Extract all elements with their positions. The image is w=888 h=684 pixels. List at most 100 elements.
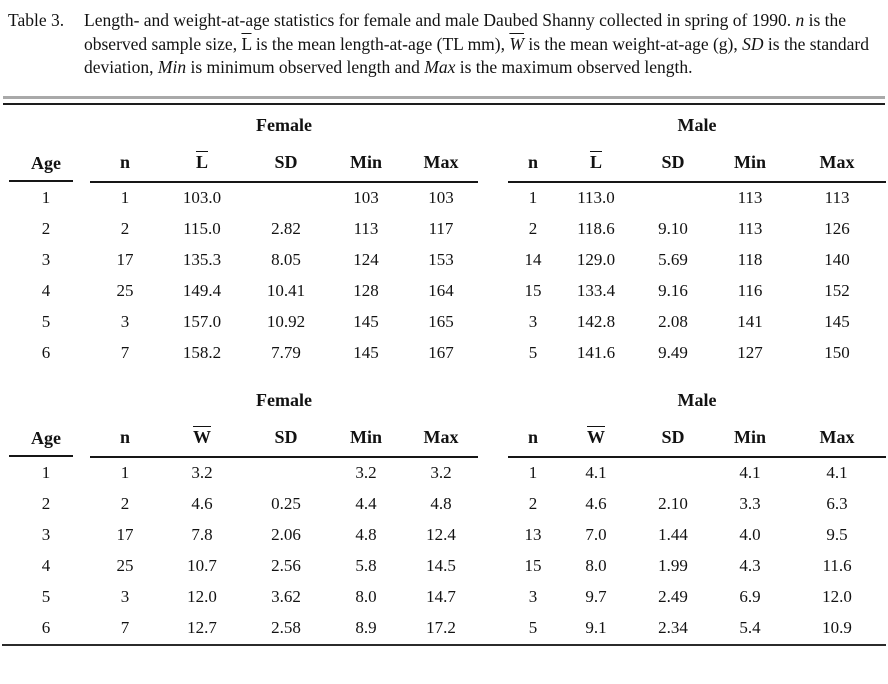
table-cell: 15 bbox=[524, 281, 542, 301]
table-cell bbox=[634, 457, 712, 489]
caption-run-min: Min bbox=[157, 57, 187, 78]
table-cell: 10.9 bbox=[788, 612, 887, 646]
column-header-row: Age n L SD Min Max n L SD Min Max bbox=[2, 144, 887, 183]
table-row: 6 7 158.2 7.79 145 167 5 141.6 9.49 127 … bbox=[2, 338, 886, 369]
table-row: 3 17 7.8 2.06 4.8 12.4 13 7.0 1.44 4.0 9… bbox=[2, 520, 886, 551]
table-cell: 8.0 bbox=[585, 556, 607, 576]
table-cell: 10.7 bbox=[187, 556, 217, 576]
table-cell: 5 bbox=[508, 612, 558, 646]
table-cell: 12.4 bbox=[426, 525, 456, 545]
col-header-min-female: Min bbox=[328, 419, 404, 458]
table-cell: 145 bbox=[824, 312, 850, 332]
table-cell: 149.4 bbox=[182, 281, 222, 301]
table-cell: 141 bbox=[737, 312, 763, 332]
table-cell: 17.2 bbox=[404, 612, 478, 646]
table-row: 4 25 10.7 2.56 5.8 14.5 15 8.0 1.99 4.3 … bbox=[2, 551, 886, 582]
table-cell: 140 bbox=[824, 250, 850, 270]
col-header-max-female: Max bbox=[404, 419, 478, 458]
table-cell: 12.7 bbox=[160, 612, 244, 646]
table-cell: 129.0 bbox=[576, 250, 616, 270]
caption-run: is the mean length-at-age (TL mm), bbox=[251, 33, 510, 54]
table-cell: 14.5 bbox=[426, 556, 456, 576]
spacer-cell bbox=[478, 520, 508, 551]
table-cell: 7 bbox=[120, 343, 130, 363]
table-cell: 127 bbox=[737, 343, 763, 363]
table-cell: 5 bbox=[41, 587, 51, 607]
caption-run: is the observed sample size, bbox=[84, 10, 847, 54]
group-header-row: Female Male bbox=[2, 107, 886, 145]
table-cell: 1 bbox=[41, 187, 51, 207]
table-cell: 1 bbox=[528, 463, 538, 483]
table-row: 5 3 157.0 10.92 145 165 3 142.8 2.08 141… bbox=[2, 307, 886, 338]
spacer-cell bbox=[478, 214, 508, 245]
table-caption: Table 3. Length- and weight-at-age stati… bbox=[0, 0, 888, 80]
table-cell: 6.9 bbox=[739, 587, 761, 607]
table-cell: 7.8 bbox=[191, 525, 213, 545]
table-cell: 7 bbox=[90, 612, 160, 646]
table-cell: 4.6 bbox=[585, 494, 607, 514]
table-cell: 3.2 bbox=[191, 463, 213, 483]
col-header-min-female: Min bbox=[328, 144, 404, 183]
table-row: 5 3 12.0 3.62 8.0 14.7 3 9.7 2.49 6.9 12… bbox=[2, 582, 886, 613]
table-cell: 4.1 bbox=[585, 463, 607, 483]
empty-cell bbox=[2, 382, 90, 420]
table-cell: 2 bbox=[120, 219, 130, 239]
spacer-cell bbox=[478, 457, 508, 489]
table-cell: 118 bbox=[737, 250, 763, 270]
table-row: 4 25 149.4 10.41 128 164 15 133.4 9.16 1… bbox=[2, 276, 886, 307]
table-cell: 0.25 bbox=[271, 494, 301, 514]
table-row: 3 17 135.3 8.05 124 153 14 129.0 5.69 11… bbox=[2, 245, 886, 276]
col-header-min-male: Min bbox=[712, 144, 788, 183]
spacer-cell bbox=[478, 551, 508, 582]
table-cell: 7.0 bbox=[585, 525, 607, 545]
table-cell: 4.1 bbox=[826, 463, 848, 483]
table-cell: 2.49 bbox=[658, 587, 688, 607]
table-cell bbox=[244, 182, 328, 214]
table-cell: 12.0 bbox=[187, 587, 217, 607]
table-cell: 142.8 bbox=[576, 312, 616, 332]
weight-stats-table: Female Male Age n W SD Min Max n W SD Mi… bbox=[2, 382, 887, 646]
spacer-cell bbox=[478, 245, 508, 276]
table-cell: 1.44 bbox=[658, 525, 688, 545]
col-header-age: Age bbox=[2, 145, 90, 182]
caption-run: is the mean weight-at-age (g), bbox=[523, 33, 743, 54]
table-cell: 4.0 bbox=[739, 525, 761, 545]
col-header-mean-length-female: L bbox=[160, 144, 244, 183]
table-cell: 2.56 bbox=[271, 556, 301, 576]
table-cell: 2 bbox=[120, 494, 130, 514]
table-cell: 9.5 bbox=[826, 525, 848, 545]
caption-run: is the maximum observed length. bbox=[455, 57, 693, 78]
col-header-max-male: Max bbox=[788, 419, 887, 458]
table-cell: 2.82 bbox=[271, 219, 301, 239]
table-cell: 9.1 bbox=[558, 612, 634, 646]
group-header-row: Female Male bbox=[2, 382, 886, 420]
col-header-n-female: n bbox=[90, 144, 160, 183]
table-cell: 6 bbox=[41, 343, 51, 363]
table-cell: 152 bbox=[824, 281, 850, 301]
table-cell: 113 bbox=[737, 219, 763, 239]
table-cell: 10.41 bbox=[266, 281, 306, 301]
table-cell: 3 bbox=[41, 525, 51, 545]
col-header-max-female: Max bbox=[404, 144, 478, 183]
table-cell: 14.7 bbox=[426, 587, 456, 607]
table-cell: 145 bbox=[353, 312, 379, 332]
table-cell bbox=[244, 457, 328, 489]
col-header-max-male: Max bbox=[788, 144, 887, 183]
empty-cell bbox=[2, 107, 90, 145]
spacer-cell bbox=[478, 145, 508, 182]
caption-run: Length- and weight-at-age statistics for… bbox=[84, 10, 796, 30]
table-cell: 3.2 bbox=[355, 463, 377, 483]
table-cell: 25 bbox=[116, 556, 134, 576]
table-cell: 5.8 bbox=[355, 556, 377, 576]
table-row: 1 1 3.2 3.2 3.2 1 4.1 4.1 4.1 bbox=[2, 457, 886, 489]
table-cell: 3.62 bbox=[271, 587, 301, 607]
table-cell: 9.7 bbox=[585, 587, 607, 607]
table-cell: 145 bbox=[353, 343, 379, 363]
table-cell: 118.6 bbox=[577, 219, 615, 239]
table-cell: 5.69 bbox=[658, 250, 688, 270]
table-cell: 126 bbox=[824, 219, 850, 239]
table-row: 2 2 4.6 0.25 4.4 4.8 2 4.6 2.10 3.3 6.3 bbox=[2, 489, 886, 520]
spacer-cell bbox=[478, 382, 508, 420]
table-cell: 9.10 bbox=[658, 219, 688, 239]
